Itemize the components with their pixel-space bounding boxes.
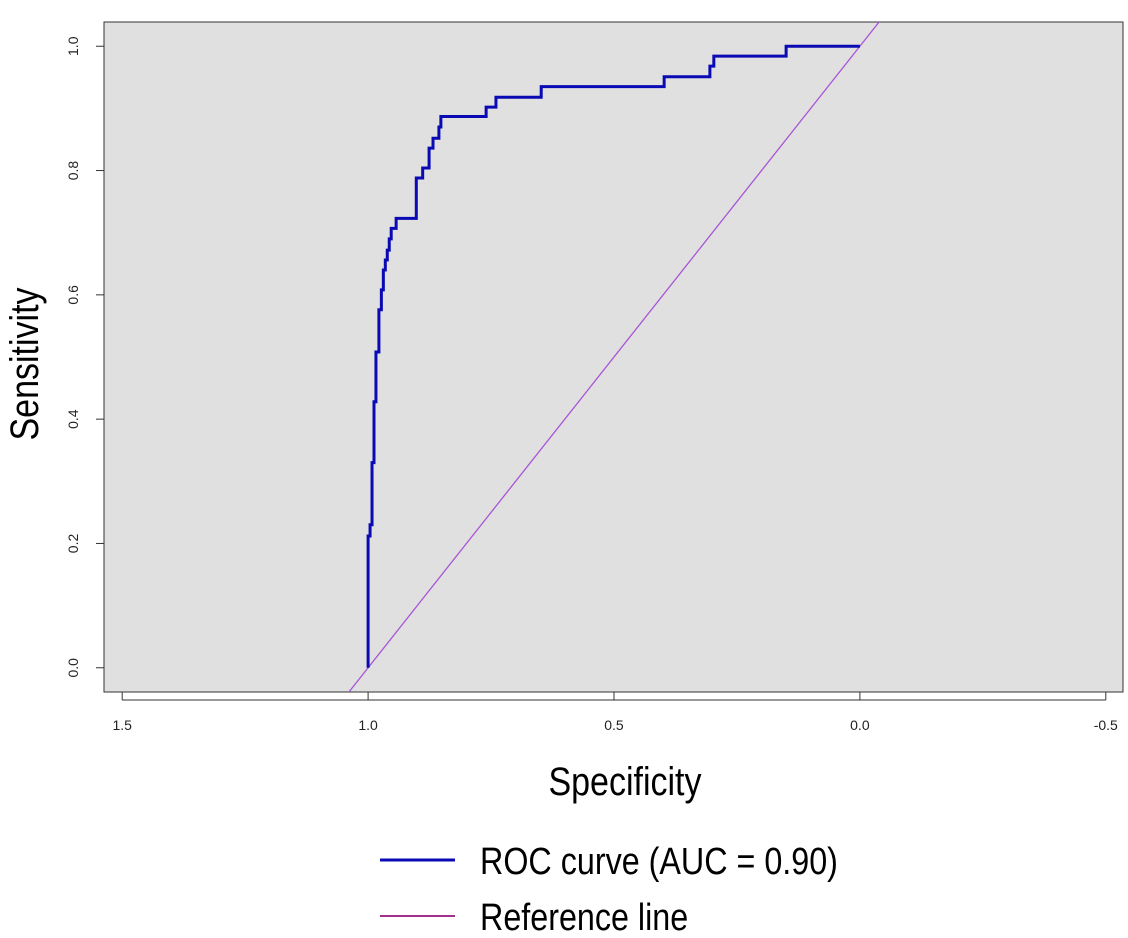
y-tick-label: 0.6 (65, 285, 81, 305)
roc-curve (366, 44, 860, 668)
x-axis: 1.5 1.0 0.5 0.0 -0.5 (112, 692, 1118, 733)
x-axis-title: Specificity (548, 758, 701, 803)
x-tick-label: -0.5 (1094, 717, 1118, 733)
y-axis-title: Sensitivity (1, 287, 46, 440)
reference-line (348, 22, 880, 692)
x-tick-label: 0.5 (604, 717, 624, 733)
x-tick-label: 1.5 (112, 717, 132, 733)
legend-roc-label: ROC curve (AUC = 0.90) (480, 841, 838, 883)
y-tick-label: 0.0 (65, 658, 81, 678)
plot-area (348, 22, 880, 692)
x-tick-label: 0.0 (850, 717, 870, 733)
x-tick-label: 1.0 (358, 717, 378, 733)
y-tick-label: 1.0 (65, 36, 81, 56)
y-tick-label: 0.4 (65, 409, 81, 429)
legend-reference-label: Reference line (480, 897, 688, 938)
y-axis: 0.0 0.2 0.4 0.6 0.8 1.0 (65, 36, 104, 677)
legend: ROC curve (AUC = 0.90) Reference line (380, 841, 838, 938)
y-tick-label: 0.8 (65, 161, 81, 181)
y-tick-label: 0.2 (65, 534, 81, 554)
